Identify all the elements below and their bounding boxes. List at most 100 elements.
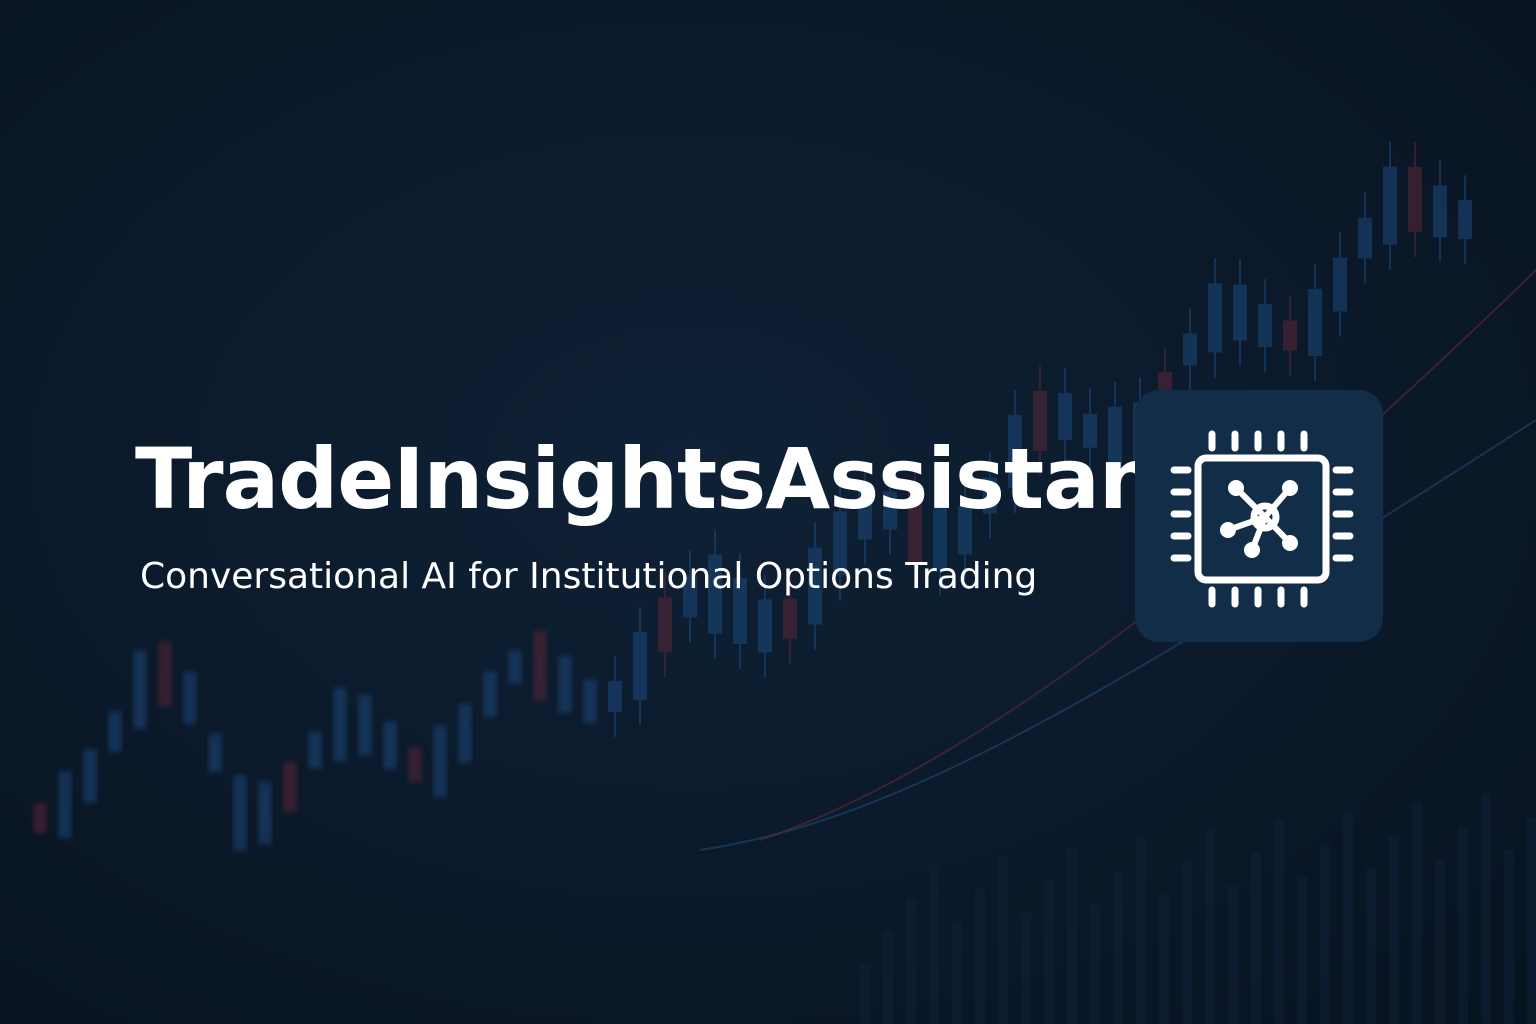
candle-body xyxy=(358,694,372,756)
candle-body xyxy=(483,671,497,718)
candle-body xyxy=(758,599,772,653)
volume-bar xyxy=(1251,853,1261,1024)
volume-bar xyxy=(1044,880,1054,1024)
candle-body xyxy=(658,597,672,653)
volume-bar xyxy=(1182,862,1192,1024)
volume-bar xyxy=(1136,838,1146,1024)
candle-body xyxy=(833,511,847,576)
candle-body xyxy=(1283,320,1297,351)
volume-bar xyxy=(883,931,893,1024)
volume-bar xyxy=(952,922,962,1024)
candle-body xyxy=(883,491,897,530)
chip xyxy=(1170,430,1354,608)
candle-body xyxy=(583,679,597,724)
candle-body xyxy=(558,655,572,713)
candle-body xyxy=(683,575,697,618)
volume-bar xyxy=(1412,802,1422,1024)
volume-bar xyxy=(1297,877,1307,1024)
volume-bar xyxy=(1435,859,1445,1024)
volume-bar xyxy=(975,889,985,1024)
candle-body xyxy=(283,762,297,813)
candle-body xyxy=(1108,406,1122,478)
node xyxy=(1220,522,1236,538)
volume-bar xyxy=(1021,913,1031,1024)
volume-bar xyxy=(1067,847,1077,1024)
network-links xyxy=(1225,485,1293,553)
candle-body xyxy=(1358,217,1372,259)
candle-body xyxy=(58,771,72,839)
candle-body xyxy=(1258,304,1272,348)
volume-bar xyxy=(998,856,1008,1024)
candle-body xyxy=(308,731,322,769)
volume-bar xyxy=(1159,895,1169,1024)
volume-bar xyxy=(1458,826,1468,1024)
candle-body xyxy=(108,711,122,753)
node xyxy=(1228,480,1244,496)
node xyxy=(1244,542,1260,558)
candle-body xyxy=(458,703,472,763)
volume-bar xyxy=(1366,868,1376,1024)
node xyxy=(1282,535,1298,551)
volume-bar xyxy=(1320,844,1330,1024)
candle-body xyxy=(908,488,922,564)
candle-body xyxy=(83,749,97,804)
candle-body xyxy=(1458,200,1472,240)
candle-body xyxy=(183,672,197,725)
candle-body xyxy=(508,650,522,684)
chip-icon xyxy=(1135,390,1383,642)
candle-body xyxy=(408,746,422,782)
background-chart xyxy=(33,141,1536,1024)
candle-body xyxy=(1383,166,1397,245)
candle-body xyxy=(1083,413,1097,448)
candle-body xyxy=(33,803,47,834)
candle-body xyxy=(533,631,547,702)
candle-body xyxy=(258,781,272,845)
candle-body xyxy=(958,505,972,555)
candle-body xyxy=(433,725,447,798)
candle-body xyxy=(158,641,172,707)
volume-bar xyxy=(929,865,939,1024)
candle-body xyxy=(633,631,647,700)
candle-body xyxy=(333,687,347,762)
volume-bar xyxy=(1389,835,1399,1024)
volume-bar xyxy=(1481,793,1491,1024)
volume-bar xyxy=(1090,904,1100,1024)
volume-bar xyxy=(1205,829,1215,1024)
chip-pins xyxy=(1170,430,1354,608)
volume-bar xyxy=(1228,886,1238,1024)
candle-body xyxy=(1033,390,1047,451)
chip-body xyxy=(1194,454,1330,584)
network-hub xyxy=(1250,502,1280,532)
node xyxy=(1282,480,1298,496)
candle-body xyxy=(1008,414,1022,488)
network-nodes xyxy=(1220,480,1298,558)
candle-body xyxy=(983,477,997,514)
candle-body xyxy=(1233,284,1247,341)
candle-body xyxy=(858,488,872,540)
candle-body xyxy=(1183,333,1197,366)
candle-body xyxy=(1408,166,1422,232)
candle-body xyxy=(383,721,397,770)
candle-body xyxy=(608,680,622,712)
volume-bar xyxy=(860,964,870,1024)
volume-bar xyxy=(1527,817,1536,1024)
candle-body xyxy=(233,774,247,851)
candle-body xyxy=(1308,289,1322,357)
candle-body xyxy=(808,547,822,625)
volume-bar xyxy=(1113,871,1123,1024)
candle-body xyxy=(208,733,222,773)
candle-body xyxy=(1058,392,1072,440)
candle-body xyxy=(783,598,797,639)
subtitle: Conversational AI for Institutional Opti… xyxy=(140,556,1037,597)
candle-body xyxy=(133,650,147,729)
candle-body xyxy=(1333,257,1347,312)
volume-bar xyxy=(1274,820,1284,1024)
candle-body xyxy=(1208,283,1222,353)
candle-body xyxy=(733,577,747,644)
candle-body xyxy=(1433,185,1447,238)
volume-bar xyxy=(1343,811,1353,1024)
candle-body xyxy=(933,508,947,571)
volume-bar xyxy=(906,898,916,1024)
